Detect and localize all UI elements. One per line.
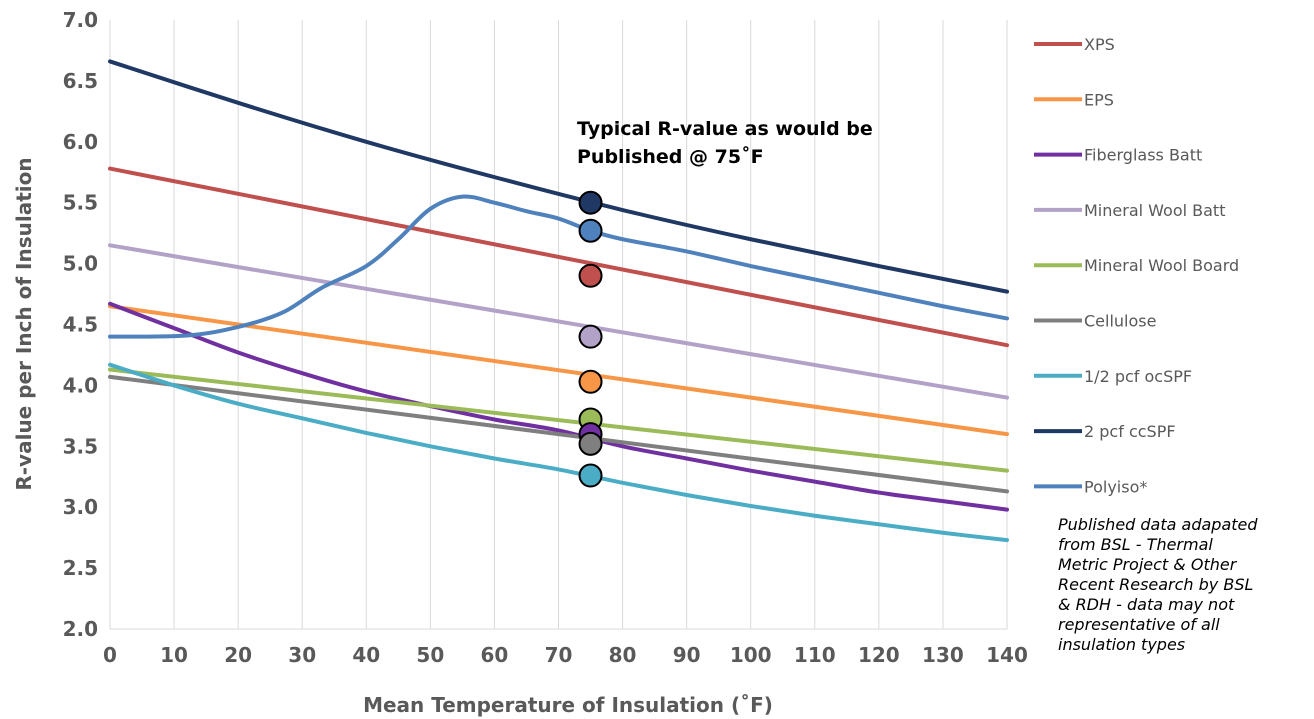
footnote-line: insulation types: [1058, 635, 1186, 654]
marker-2-pcf-ccspf: [578, 190, 603, 215]
y-tick-label: 4.5: [63, 313, 98, 337]
x-tick-label: 110: [794, 643, 836, 667]
y-tick-label: 2.5: [63, 556, 98, 580]
legend-label: 2 pcf ccSPF: [1084, 422, 1176, 441]
legend-label: Fiberglass Batt: [1084, 146, 1202, 165]
y-tick-label: 7.0: [63, 8, 98, 32]
footnote-line: representative of all: [1058, 615, 1220, 634]
footnote-line: Published data adapated: [1058, 515, 1258, 534]
legend-item-fiberglass-batt: Fiberglass Batt: [1034, 146, 1202, 165]
axes: 0 10 20 30 40 50 60 70 80 90 100 110 120 130 140 2.0 2.5…: [63, 8, 1028, 667]
legend-item-1-2-pcf-ocspf: 1/2 pcf ocSPF: [1034, 367, 1192, 386]
marker-mineral-wool-batt: [578, 324, 603, 349]
marker-eps: [578, 369, 603, 394]
footnote-line: from BSL - Thermal: [1058, 535, 1213, 554]
y-axis-title: R-value per Inch of Insulation: [12, 157, 36, 490]
series-lines: [108, 59, 1009, 543]
series-line-2-pcf-ccspf: [108, 59, 1009, 294]
x-tick-label: 30: [288, 643, 316, 667]
x-tick-label: 120: [858, 643, 900, 667]
legend: XPS EPS Fiberglass Batt Mineral Wool Batt Mi…: [1034, 35, 1239, 496]
legend-label: XPS: [1084, 35, 1115, 54]
marker-cellulose: [578, 431, 603, 456]
y-tick-label: 2.0: [63, 617, 98, 641]
x-tick-label: 100: [730, 643, 772, 667]
legend-label: Cellulose: [1084, 312, 1156, 331]
y-tick-label: 6.5: [63, 69, 98, 93]
marker-xps: [578, 263, 603, 288]
markers-75F: [578, 190, 603, 488]
y-tick-label: 3.0: [63, 495, 98, 519]
x-tick-label: 40: [352, 643, 380, 667]
x-tick-label: 50: [416, 643, 444, 667]
legend-item-eps: EPS: [1034, 90, 1114, 109]
x-tick-label: 60: [481, 643, 509, 667]
legend-item-cellulose: Cellulose: [1034, 312, 1156, 331]
y-tick-label: 6.0: [63, 130, 98, 154]
x-tick-label: 140: [986, 643, 1028, 667]
annotation-line: Published @ 75˚F: [577, 145, 764, 168]
y-tick-label: 3.5: [63, 434, 98, 458]
series-line-xps: [108, 166, 1009, 348]
x-tick-label: 10: [160, 643, 188, 667]
x-axis-title: Mean Temperature of Insulation (˚F): [363, 693, 773, 717]
y-tick-label: 5.5: [63, 191, 98, 215]
x-tick-label: 90: [673, 643, 701, 667]
series-line-polyiso: [108, 194, 1009, 339]
series-line-mineral-wool-batt: [108, 243, 1009, 400]
series-line-mineral-wool-board: [108, 367, 1009, 473]
x-tick-label: 80: [609, 643, 637, 667]
legend-label: EPS: [1084, 90, 1114, 109]
legend-item-mineral-wool-board: Mineral Wool Board: [1034, 256, 1239, 275]
marker-1-2-pcf-ocspf: [578, 463, 603, 488]
footnote: Published data adapated from BSL - Therma…: [1058, 515, 1308, 655]
legend-label: 1/2 pcf ocSPF: [1084, 367, 1192, 386]
footnote-line: Metric Project & Other: [1058, 555, 1237, 574]
x-tick-label: 70: [545, 643, 573, 667]
series-line-cellulose: [108, 374, 1009, 494]
annotation-line: Typical R-value as would be: [577, 118, 873, 140]
legend-item-polyiso: Polyiso*: [1034, 477, 1147, 496]
series-line-eps: [108, 304, 1009, 437]
y-tick-label: 5.0: [63, 252, 98, 276]
marker-polyiso: [578, 218, 603, 243]
series-line-1-2-pcf-ocspf: [108, 362, 1009, 543]
legend-label: Mineral Wool Batt: [1084, 201, 1225, 220]
x-tick-label: 130: [922, 643, 964, 667]
legend-label: Polyiso*: [1084, 477, 1147, 496]
annotation: Typical R-value as would be Published @ 7…: [577, 118, 873, 168]
x-tick-label: 20: [224, 643, 252, 667]
grid: [109, 20, 1008, 629]
y-tick-label: 4.0: [63, 373, 98, 397]
legend-item-mineral-wool-batt: Mineral Wool Batt: [1034, 201, 1225, 220]
x-tick-label: 0: [103, 643, 117, 667]
legend-item-xps: XPS: [1034, 35, 1115, 54]
series-line-fiberglass-batt: [108, 301, 1009, 512]
footnote-line: & RDH - data may not: [1058, 595, 1235, 614]
legend-item-2-pcf-ccspf: 2 pcf ccSPF: [1034, 422, 1176, 441]
legend-label: Mineral Wool Board: [1084, 256, 1239, 275]
footnote-line: Recent Research by BSL: [1058, 575, 1254, 594]
